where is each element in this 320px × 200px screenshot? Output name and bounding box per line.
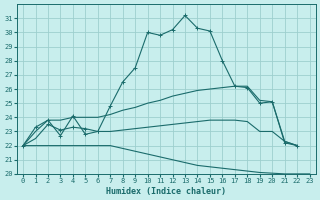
X-axis label: Humidex (Indice chaleur): Humidex (Indice chaleur): [106, 187, 226, 196]
